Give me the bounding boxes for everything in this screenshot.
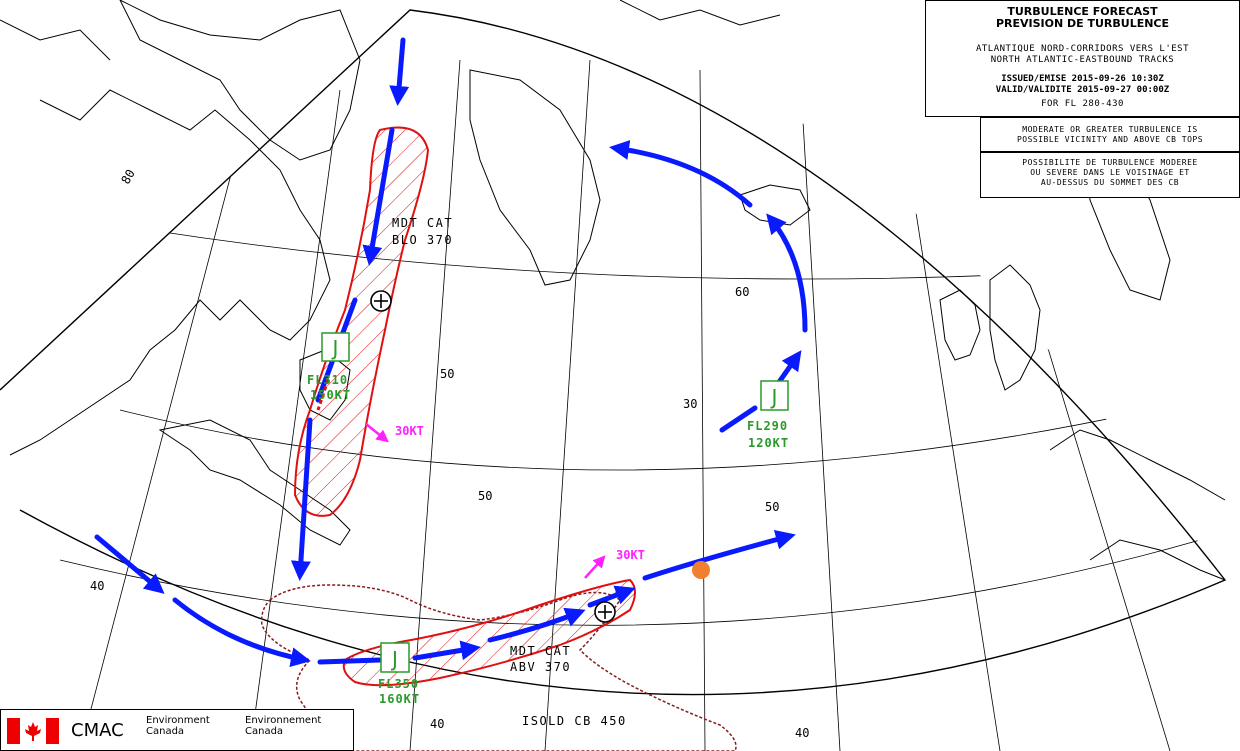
plus-symbol: [370, 290, 392, 312]
env-en-line2: Canada: [146, 726, 185, 737]
turbulence-area-north: [293, 126, 430, 517]
title-en: TURBULENCE FORECAST: [1007, 5, 1158, 18]
canada-flag-icon: [7, 718, 59, 744]
jet-j-letter: J: [390, 647, 398, 671]
legend-fr-line: OU SEVERE DANS LE VOISINAGE ET: [1030, 168, 1190, 177]
region-en: NORTH ATLANTIC-EASTBOUND TRACKS: [990, 55, 1175, 65]
grid-label: 80: [118, 167, 137, 187]
grid-label: 50: [440, 367, 454, 381]
legend-en-line: POSSIBLE VICINITY AND ABOVE CB TOPS: [1016, 135, 1204, 144]
footer-box: CMAC Environment Canada Environnement Ca…: [0, 709, 354, 751]
jet-symbol-2: J: [760, 380, 789, 411]
legend-en-line: MODERATE OR GREATER TURBULENCE IS: [1022, 125, 1198, 134]
jet-level-label: FL310: [307, 373, 348, 387]
jet-level-label: FL290: [747, 419, 788, 433]
jet-speed-label: 150KT: [310, 388, 351, 402]
motion-speed-label: 30KT: [395, 424, 424, 438]
grid-label: 40: [795, 726, 809, 740]
cb-label: ISOLD CB 450: [522, 714, 627, 728]
grid-label: 30: [683, 397, 697, 411]
plus-symbol: [594, 601, 616, 623]
grid-label: 50: [478, 489, 492, 503]
jet-speed-label: 160KT: [379, 692, 420, 706]
issued-time: ISSUED/EMISE 2015-09-26 10:30Z: [1001, 74, 1164, 84]
legend-fr-line: AU-DESSUS DU SOMMET DES CB: [1040, 178, 1180, 187]
cb-area: [260, 584, 737, 751]
env-fr-line2: Canada: [245, 726, 284, 737]
legend-fr-box: POSSIBILITE DE TURBULENCE MODEREE OU SEV…: [980, 152, 1240, 198]
grid-label: 60: [735, 285, 749, 299]
title-fr: PREVISION DE TURBULENCE: [995, 17, 1170, 30]
valid-time: VALID/VALIDITE 2015-09-27 00:00Z: [995, 85, 1170, 95]
grid-label: 40: [90, 579, 104, 593]
grid-label: 40: [430, 717, 444, 731]
env-fr-line1: Environnement: [245, 715, 322, 726]
motion-speed-label: 30KT: [616, 548, 645, 562]
turbulence-label: BLO 370: [392, 233, 453, 247]
env-en-line1: Environment: [146, 715, 210, 726]
motion-arrow: [365, 423, 606, 579]
grid-label: 50: [765, 500, 779, 514]
agency-name: CMAC: [71, 720, 124, 741]
title-box: TURBULENCE FORECAST PREVISION DE TURBULE…: [925, 0, 1240, 117]
legend-fr-line: POSSIBILITE DE TURBULENCE MODEREE: [1022, 158, 1198, 167]
jet-level-label: FL350: [378, 677, 419, 691]
jet-broken-segment: [316, 379, 330, 411]
legend-en-box: MODERATE OR GREATER TURBULENCE IS POSSIB…: [980, 117, 1240, 152]
turbulence-label: MDT CAT: [392, 216, 453, 230]
jet-streams: [94, 37, 808, 668]
jet-symbol-1: J: [321, 332, 350, 362]
volcano-marker: [692, 561, 710, 579]
jet-speed-label: 120KT: [748, 436, 789, 450]
region-fr: ATLANTIQUE NORD-CORRIDORS VERS L'EST: [975, 44, 1190, 54]
turbulence-label: MDT CAT: [510, 644, 571, 658]
turbulence-label: ABV 370: [510, 660, 571, 674]
jet-j-letter: J: [331, 336, 339, 360]
flight-levels: FOR FL 280-430: [1041, 99, 1124, 109]
jet-symbol-3: J: [380, 642, 410, 673]
jet-j-letter: J: [770, 385, 778, 409]
